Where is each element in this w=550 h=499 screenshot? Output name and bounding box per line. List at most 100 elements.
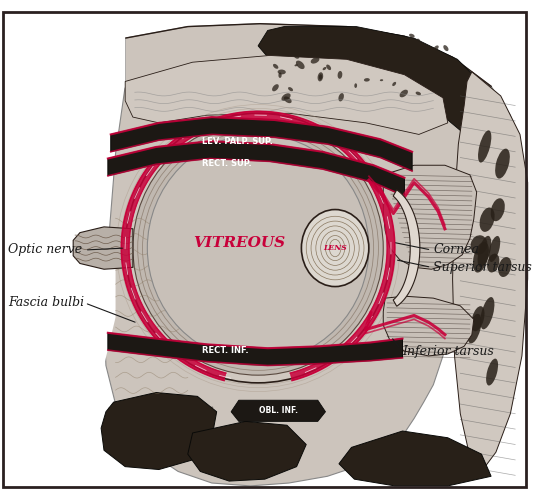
Ellipse shape [392, 82, 396, 86]
Ellipse shape [284, 96, 292, 103]
Ellipse shape [408, 65, 412, 74]
Ellipse shape [340, 45, 347, 54]
Ellipse shape [416, 92, 421, 95]
Ellipse shape [141, 432, 146, 435]
Polygon shape [453, 72, 527, 472]
Ellipse shape [367, 46, 371, 49]
Ellipse shape [115, 444, 117, 446]
Ellipse shape [421, 44, 425, 47]
Ellipse shape [473, 242, 489, 272]
Ellipse shape [292, 49, 300, 59]
Polygon shape [104, 23, 520, 486]
Ellipse shape [311, 57, 320, 63]
Ellipse shape [331, 35, 340, 42]
Ellipse shape [495, 149, 510, 179]
Text: Inferior tarsus: Inferior tarsus [403, 345, 494, 358]
Text: VITREOUS: VITREOUS [192, 236, 285, 250]
Ellipse shape [326, 33, 331, 41]
Ellipse shape [377, 31, 383, 36]
Polygon shape [73, 227, 133, 269]
Ellipse shape [488, 236, 500, 262]
Ellipse shape [296, 60, 305, 69]
Ellipse shape [278, 69, 286, 74]
Ellipse shape [294, 64, 298, 66]
Ellipse shape [338, 71, 342, 79]
Ellipse shape [317, 72, 323, 81]
Ellipse shape [250, 434, 260, 448]
Ellipse shape [319, 74, 322, 80]
Ellipse shape [193, 455, 199, 459]
Polygon shape [231, 400, 326, 421]
Ellipse shape [491, 198, 505, 221]
Polygon shape [3, 12, 125, 486]
Ellipse shape [393, 54, 402, 61]
Ellipse shape [288, 87, 293, 91]
Polygon shape [111, 117, 412, 171]
Ellipse shape [323, 67, 326, 70]
Ellipse shape [468, 314, 481, 343]
Polygon shape [108, 141, 404, 196]
Ellipse shape [282, 93, 290, 101]
Ellipse shape [150, 438, 154, 441]
Text: RECT. INF.: RECT. INF. [202, 346, 249, 355]
Polygon shape [258, 26, 515, 178]
Text: LENS: LENS [323, 244, 347, 252]
Ellipse shape [362, 43, 369, 49]
Ellipse shape [433, 72, 437, 77]
Ellipse shape [147, 448, 152, 452]
Polygon shape [108, 333, 403, 366]
Ellipse shape [161, 413, 162, 415]
Polygon shape [101, 393, 217, 470]
Ellipse shape [125, 113, 391, 383]
Ellipse shape [301, 210, 369, 286]
Ellipse shape [480, 208, 494, 232]
Ellipse shape [289, 42, 292, 46]
Ellipse shape [433, 45, 439, 50]
Ellipse shape [326, 64, 331, 70]
Ellipse shape [364, 78, 370, 82]
Ellipse shape [278, 72, 282, 78]
Ellipse shape [108, 407, 114, 411]
Ellipse shape [478, 130, 491, 163]
Ellipse shape [367, 39, 376, 47]
Ellipse shape [431, 62, 434, 65]
Polygon shape [383, 165, 477, 269]
Ellipse shape [471, 235, 487, 254]
Polygon shape [339, 431, 491, 486]
Ellipse shape [400, 90, 408, 97]
Polygon shape [393, 190, 420, 306]
Ellipse shape [498, 257, 512, 277]
Ellipse shape [143, 416, 145, 417]
Ellipse shape [167, 403, 169, 405]
Text: Superior tarsus: Superior tarsus [433, 261, 532, 274]
Ellipse shape [147, 134, 369, 362]
Ellipse shape [133, 121, 383, 375]
Ellipse shape [338, 93, 344, 101]
Ellipse shape [272, 84, 279, 91]
Polygon shape [122, 111, 395, 381]
Ellipse shape [131, 406, 133, 407]
Ellipse shape [382, 38, 385, 43]
Ellipse shape [136, 460, 139, 462]
Text: LEV. PALP. SUP.: LEV. PALP. SUP. [202, 137, 273, 146]
Ellipse shape [480, 297, 494, 329]
Ellipse shape [157, 422, 160, 425]
Ellipse shape [323, 29, 327, 37]
Ellipse shape [168, 462, 171, 464]
Ellipse shape [438, 91, 446, 96]
Ellipse shape [471, 306, 485, 331]
Polygon shape [383, 296, 474, 356]
Ellipse shape [183, 425, 189, 429]
Text: Fascia bulbi: Fascia bulbi [8, 296, 84, 309]
Ellipse shape [211, 407, 213, 408]
Polygon shape [188, 421, 306, 481]
Ellipse shape [313, 34, 318, 38]
Text: OBL. INF.: OBL. INF. [259, 406, 298, 415]
Ellipse shape [145, 407, 150, 410]
Ellipse shape [327, 49, 333, 57]
Text: RECT. SUP.: RECT. SUP. [202, 159, 252, 168]
Ellipse shape [477, 236, 491, 267]
Ellipse shape [279, 46, 288, 54]
Ellipse shape [354, 83, 357, 88]
Ellipse shape [425, 72, 431, 76]
